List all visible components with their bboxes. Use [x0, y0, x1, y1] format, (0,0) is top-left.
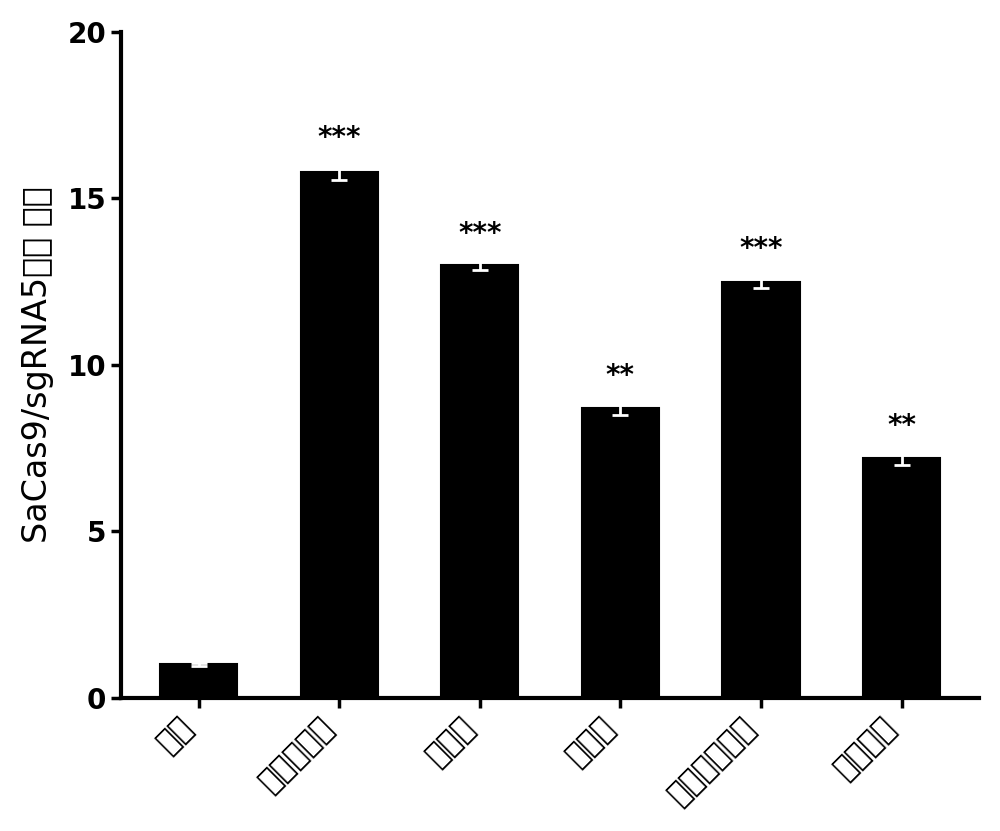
- Text: **: **: [887, 411, 916, 440]
- Bar: [160, 664, 237, 698]
- Bar: [722, 282, 800, 698]
- Text: **: **: [606, 361, 635, 390]
- Text: ***: ***: [318, 124, 361, 152]
- Bar: [301, 172, 378, 698]
- Bar: [582, 408, 659, 698]
- Text: ***: ***: [458, 220, 502, 248]
- Y-axis label: SaCas9/sgRNA5相对 活性: SaCas9/sgRNA5相对 活性: [21, 186, 54, 543]
- Bar: [441, 265, 518, 698]
- Bar: [863, 458, 940, 698]
- Text: ***: ***: [739, 235, 783, 263]
